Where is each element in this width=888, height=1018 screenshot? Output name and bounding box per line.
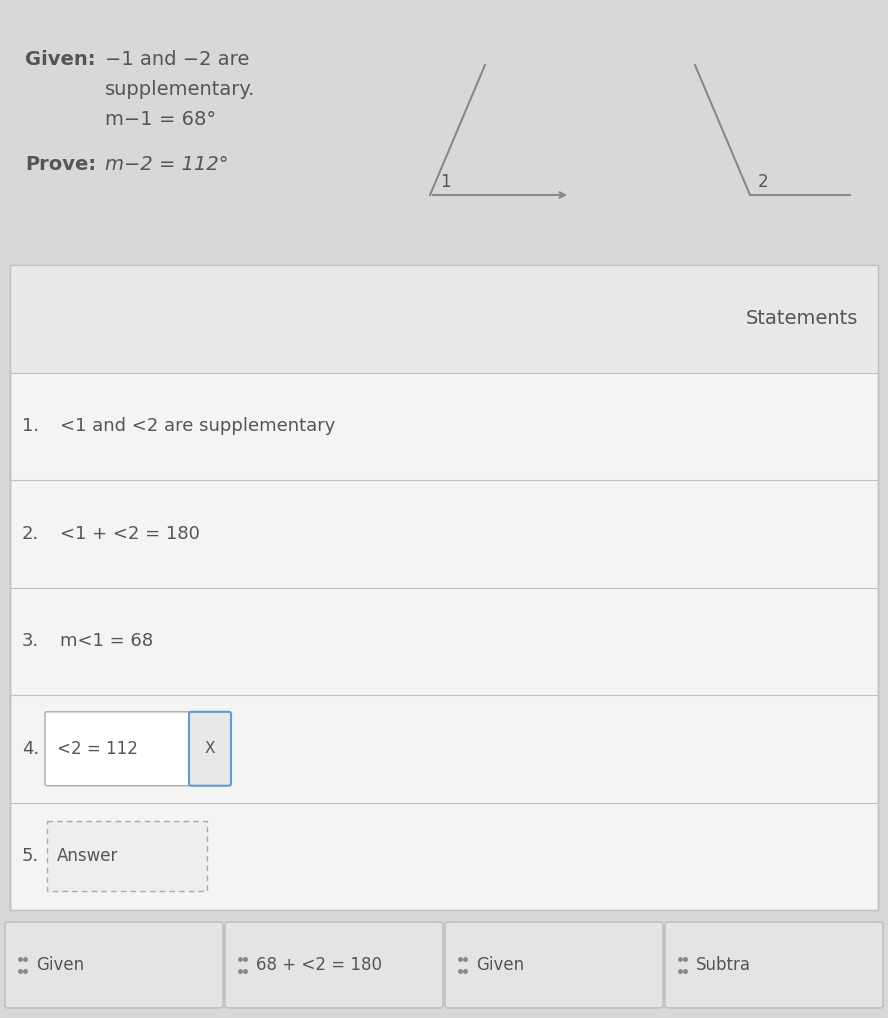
Text: Subtra: Subtra: [696, 956, 751, 974]
Text: Given: Given: [476, 956, 524, 974]
Text: X: X: [205, 741, 215, 756]
FancyBboxPatch shape: [5, 922, 223, 1008]
Text: −1 and −2 are: −1 and −2 are: [105, 50, 250, 69]
Text: <2 = 112: <2 = 112: [57, 740, 138, 757]
Text: 4.: 4.: [22, 740, 39, 757]
Text: m−2 = 112°: m−2 = 112°: [105, 155, 228, 174]
FancyBboxPatch shape: [445, 922, 663, 1008]
Bar: [10, 265, 878, 373]
Text: Statements: Statements: [746, 309, 858, 328]
Text: Answer: Answer: [57, 847, 118, 865]
Text: m−1 = 68°: m−1 = 68°: [105, 110, 216, 129]
Text: supplementary.: supplementary.: [105, 80, 256, 99]
Bar: [10, 265, 878, 910]
Text: Prove:: Prove:: [25, 155, 96, 174]
Text: <1 and <2 are supplementary: <1 and <2 are supplementary: [60, 417, 336, 436]
Text: 68 + <2 = 180: 68 + <2 = 180: [256, 956, 382, 974]
Text: 1: 1: [440, 173, 450, 191]
Text: 1.: 1.: [22, 417, 39, 436]
Text: Given: Given: [36, 956, 84, 974]
FancyBboxPatch shape: [189, 712, 231, 786]
Text: 2: 2: [758, 173, 769, 191]
FancyBboxPatch shape: [225, 922, 443, 1008]
Text: <1 + <2 = 180: <1 + <2 = 180: [60, 524, 200, 543]
Text: 5.: 5.: [22, 847, 39, 865]
Text: m<1 = 68: m<1 = 68: [60, 632, 153, 651]
FancyBboxPatch shape: [665, 922, 883, 1008]
Text: 2.: 2.: [22, 524, 39, 543]
Text: Given:: Given:: [25, 50, 96, 69]
Text: 3.: 3.: [22, 632, 39, 651]
FancyBboxPatch shape: [45, 712, 229, 786]
Bar: [47, 822, 207, 891]
